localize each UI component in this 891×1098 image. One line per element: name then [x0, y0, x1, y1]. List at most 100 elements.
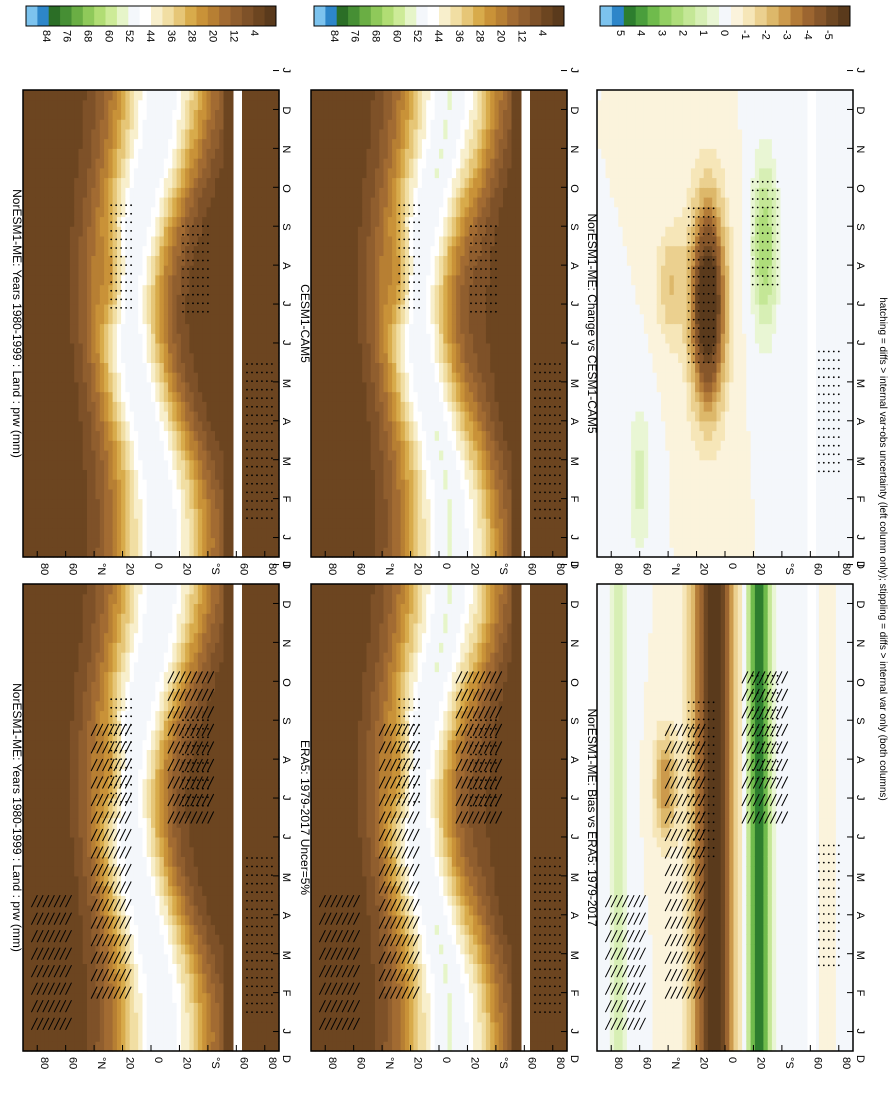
heatmap-cell	[121, 313, 126, 325]
heatmap-cell	[163, 807, 169, 819]
heatmap-cell	[227, 1002, 233, 1013]
heatmap-cell	[219, 934, 225, 945]
heatmap-cell	[27, 837, 33, 848]
heatmap-cell	[121, 807, 126, 819]
stipple-dot	[110, 715, 113, 718]
heatmap-cell	[104, 313, 109, 325]
heatmap-cell	[116, 885, 122, 896]
heatmap-cell	[35, 265, 41, 276]
heatmap-cell	[168, 934, 173, 945]
heatmap-cell	[104, 759, 109, 770]
heatmap-cell	[146, 846, 152, 857]
heatmap-cell	[121, 681, 126, 692]
heatmap-cell	[219, 613, 225, 624]
heatmap-cell	[159, 642, 165, 653]
stipple-dot	[256, 882, 258, 885]
heatmap-cell	[69, 128, 75, 140]
heatmap-cell	[223, 1002, 229, 1013]
heatmap-cell	[210, 875, 216, 887]
heatmap-cell	[74, 963, 80, 974]
heatmap-cell	[48, 671, 54, 682]
no-land-band	[233, 584, 242, 1051]
heatmap-cell	[104, 265, 109, 276]
heatmap-cell	[266, 807, 272, 819]
heatmap-cell	[240, 584, 246, 595]
heatmap-cell	[40, 518, 45, 529]
heatmap-cell	[138, 661, 144, 673]
heatmap-cell	[257, 914, 263, 926]
heatmap-cell	[31, 1031, 37, 1042]
heatmap-cell	[168, 661, 173, 673]
heatmap-cell	[138, 973, 144, 984]
heatmap-cell	[261, 749, 267, 760]
heatmap-cell	[142, 759, 148, 770]
heatmap-cell	[210, 827, 216, 838]
heatmap-cell	[82, 924, 88, 935]
heatmap-cell	[57, 537, 62, 548]
heatmap-cell	[151, 729, 156, 741]
heatmap-cell	[44, 778, 50, 789]
heatmap-cell	[155, 274, 161, 286]
heatmap-cell	[253, 973, 259, 984]
heatmap-cell	[69, 1021, 75, 1033]
heatmap-cell	[69, 1002, 75, 1013]
heatmap-cell	[146, 671, 152, 682]
heatmap-cell	[185, 914, 190, 926]
heatmap-cell	[138, 313, 144, 325]
heatmap-cell	[142, 924, 148, 935]
heatmap-cell	[116, 508, 122, 519]
heatmap-cell	[159, 739, 165, 750]
heatmap-cell	[125, 430, 131, 441]
heatmap-cell	[40, 992, 45, 1003]
heatmap-cell	[116, 613, 122, 624]
heatmap-cell	[61, 411, 67, 422]
heatmap-cell	[112, 856, 118, 867]
heatmap-cell	[163, 837, 169, 848]
heatmap-cell	[65, 934, 71, 945]
heatmap-cell	[180, 982, 186, 994]
heatmap-cell	[227, 914, 233, 926]
heatmap-cell	[95, 391, 101, 402]
heatmap-cell	[270, 924, 276, 935]
heatmap-cell	[23, 885, 28, 896]
heatmap-cell	[61, 391, 67, 402]
heatmap-cell	[95, 817, 101, 828]
heatmap-cell	[27, 593, 33, 604]
heatmap-cell	[27, 944, 33, 955]
heatmap-cell	[48, 411, 54, 422]
heatmap-cell	[31, 343, 37, 354]
heatmap-cell	[116, 206, 122, 218]
stipple-dot	[246, 925, 248, 928]
heatmap-cell	[69, 642, 75, 653]
heatmap-cell	[163, 671, 169, 682]
heatmap-cell	[155, 401, 161, 412]
heatmap-cell	[87, 710, 92, 721]
heatmap-cell	[52, 866, 58, 877]
heatmap-cell	[48, 885, 54, 896]
hatch-line	[201, 776, 209, 789]
heatmap-cell	[151, 479, 156, 490]
heatmap-cell	[133, 304, 139, 315]
stipple-dot	[271, 951, 273, 954]
heatmap-cell	[155, 739, 161, 750]
heatmap-cell	[240, 944, 246, 955]
heatmap-cell	[23, 90, 28, 101]
heatmap-cell	[253, 895, 259, 906]
hatch-line	[173, 671, 181, 684]
heatmap-cell	[40, 593, 45, 604]
heatmap-cell	[27, 109, 33, 120]
hatch-line	[184, 688, 192, 702]
heatmap-cell	[44, 837, 50, 848]
heatmap-cell	[151, 914, 156, 926]
heatmap-cell	[48, 313, 54, 325]
heatmap-cell	[78, 420, 84, 432]
heatmap-cell	[87, 362, 92, 373]
heatmap-cell	[266, 924, 272, 935]
heatmap-cell	[65, 652, 71, 663]
heatmap-cell	[91, 982, 97, 994]
heatmap-cell	[172, 1031, 178, 1042]
hatch-line	[36, 894, 44, 908]
heatmap-cell	[112, 992, 118, 1003]
heatmap-cell	[138, 914, 144, 926]
heatmap-cell	[253, 613, 259, 624]
